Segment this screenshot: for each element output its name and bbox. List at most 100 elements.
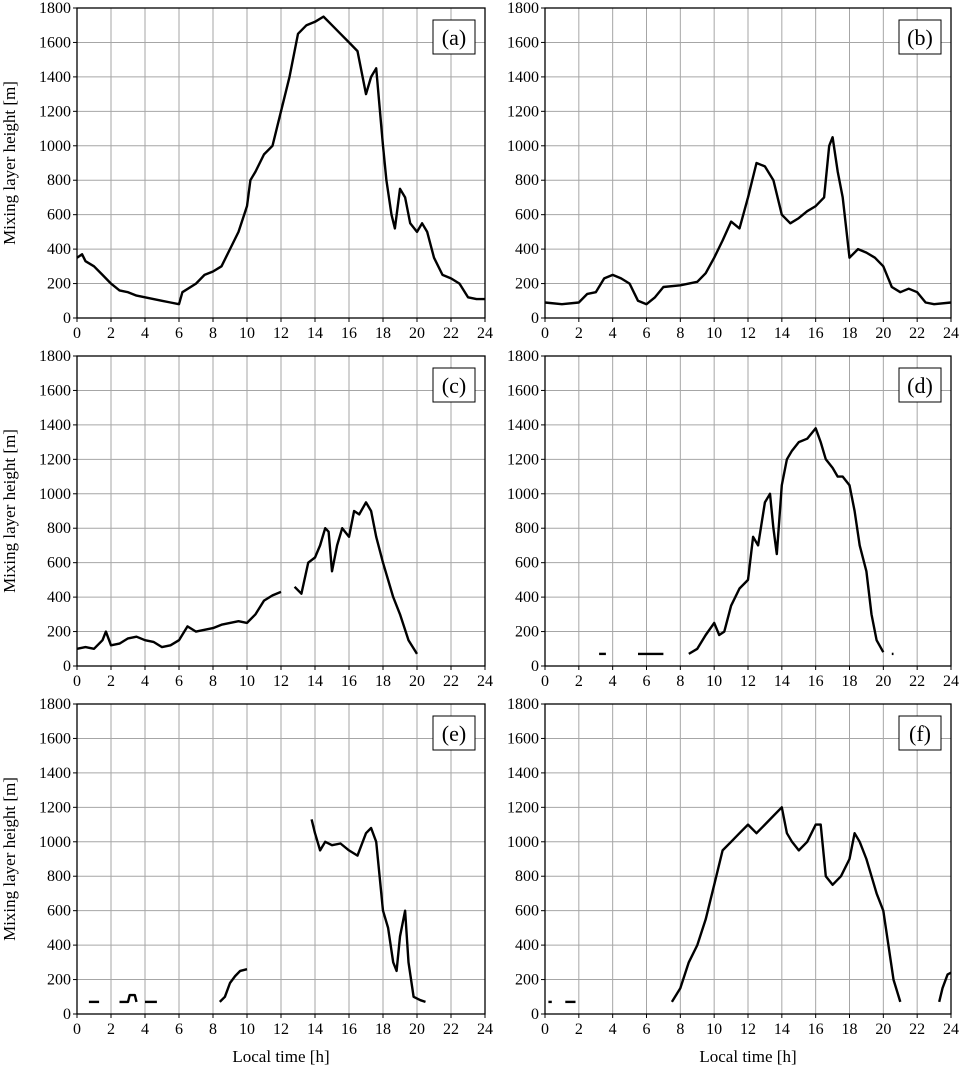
x-tick-label: 12 xyxy=(740,673,756,690)
y-tick-label: 800 xyxy=(47,172,71,189)
series-line-segment xyxy=(293,501,419,655)
y-tick-label: 1600 xyxy=(507,382,539,399)
x-tick-label: 20 xyxy=(875,673,891,690)
y-tick-label: 600 xyxy=(47,903,71,920)
panel-label-box xyxy=(898,19,942,55)
y-tick-label: 1600 xyxy=(39,34,71,51)
x-tick-label: 2 xyxy=(575,1021,583,1038)
x-tick-label: 24 xyxy=(943,673,959,690)
y-tick-label: 600 xyxy=(47,207,71,224)
plot-frame xyxy=(76,7,486,319)
plot-frame xyxy=(544,703,952,1015)
panel-label: (f) xyxy=(909,721,931,746)
panel-label-box xyxy=(432,715,476,751)
x-tick-label: 6 xyxy=(643,325,651,342)
x-tick-label: 14 xyxy=(774,673,790,690)
panel-label-box xyxy=(898,715,942,751)
y-tick-label: 0 xyxy=(531,658,539,675)
panel-1: 0 2 4 6 8 10 12 14 16 18 20 22 240200400600800100012… xyxy=(507,0,959,342)
panel-4: 0 2 4 6 8 10 12 14 16 18 20 22 240200400600800100012… xyxy=(0,696,493,1066)
x-tick-label: 16 xyxy=(341,673,357,690)
x-tick-label: 14 xyxy=(307,1021,323,1038)
y-tick-label: 1000 xyxy=(39,486,71,503)
x-tick-label: 2 xyxy=(107,673,115,690)
x-tick-label: 4 xyxy=(609,325,617,342)
x-tick-label: 2 xyxy=(107,1021,115,1038)
y-tick-label: 1800 xyxy=(39,0,71,17)
y-tick-label: 1800 xyxy=(39,696,71,713)
y-tick-label: 1400 xyxy=(39,69,71,86)
x-tick-label: 24 xyxy=(943,325,959,342)
x-tick-label: 4 xyxy=(141,673,149,690)
y-tick-label: 400 xyxy=(47,937,71,954)
x-tick-label: 4 xyxy=(609,673,617,690)
panel-label: (b) xyxy=(907,25,933,50)
y-tick-label: 400 xyxy=(515,937,539,954)
y-tick-label: 1000 xyxy=(507,138,539,155)
x-tick-label: 4 xyxy=(609,1021,617,1038)
panel-label: (c) xyxy=(442,373,466,398)
series-line-segment xyxy=(119,993,138,1004)
x-tick-label: 0 xyxy=(541,673,549,690)
y-tick-label: 1200 xyxy=(507,451,539,468)
series-line-segment xyxy=(938,971,952,1003)
x-tick-label: 18 xyxy=(842,325,858,342)
x-tick-label: 12 xyxy=(273,325,289,342)
y-tick-label: 800 xyxy=(47,520,71,537)
y-tick-label: 0 xyxy=(63,310,71,327)
y-tick-label: 200 xyxy=(515,972,539,989)
series-line-segment xyxy=(310,819,426,1004)
x-tick-label: 12 xyxy=(273,673,289,690)
panel-label: (d) xyxy=(907,373,933,398)
panel-label-box xyxy=(432,367,476,403)
x-tick-label: 22 xyxy=(443,325,459,342)
y-axis-label: Mixing layer height [m] xyxy=(0,777,19,941)
x-tick-label: 16 xyxy=(808,673,824,690)
series-line-segment xyxy=(670,806,902,1003)
x-tick-label: 24 xyxy=(477,673,493,690)
plot-frame xyxy=(544,7,952,319)
panel-label: (e) xyxy=(442,721,466,746)
x-tick-label: 16 xyxy=(808,1021,824,1038)
x-tick-label: 14 xyxy=(307,325,323,342)
x-tick-label: 0 xyxy=(541,1021,549,1038)
y-tick-label: 400 xyxy=(515,241,539,258)
y-tick-label: 1000 xyxy=(39,138,71,155)
x-tick-label: 8 xyxy=(209,325,217,342)
y-tick-label: 1000 xyxy=(507,834,539,851)
x-tick-label: 4 xyxy=(141,325,149,342)
x-tick-label: 24 xyxy=(477,325,493,342)
y-tick-label: 800 xyxy=(515,868,539,885)
series-line-segment xyxy=(218,968,248,1003)
y-tick-label: 0 xyxy=(63,1006,71,1023)
x-axis-label: Local time [h] xyxy=(699,1047,796,1066)
panel-2: 0 2 4 6 8 10 12 14 16 18 20 22 240200400600800100012… xyxy=(0,348,493,690)
y-tick-label: 1200 xyxy=(39,103,71,120)
x-tick-label: 10 xyxy=(239,1021,255,1038)
y-tick-label: 1200 xyxy=(507,799,539,816)
x-tick-label: 16 xyxy=(341,325,357,342)
y-tick-label: 400 xyxy=(47,589,71,606)
x-tick-label: 24 xyxy=(477,1021,493,1038)
x-tick-label: 16 xyxy=(341,1021,357,1038)
y-tick-label: 600 xyxy=(515,207,539,224)
y-tick-label: 1200 xyxy=(39,451,71,468)
x-tick-label: 10 xyxy=(239,673,255,690)
x-tick-label: 20 xyxy=(409,325,425,342)
x-tick-label: 0 xyxy=(73,1021,81,1038)
x-tick-label: 10 xyxy=(239,325,255,342)
x-tick-label: 6 xyxy=(175,1021,183,1038)
series-line-segment xyxy=(76,15,485,306)
y-tick-label: 1400 xyxy=(507,69,539,86)
plot-frame xyxy=(544,355,952,667)
x-tick-label: 12 xyxy=(740,325,756,342)
y-tick-label: 1400 xyxy=(39,417,71,434)
x-tick-label: 8 xyxy=(209,673,217,690)
y-tick-label: 200 xyxy=(515,624,539,641)
y-tick-label: 400 xyxy=(47,241,71,258)
y-tick-label: 200 xyxy=(47,972,71,989)
y-tick-label: 0 xyxy=(531,1006,539,1023)
y-tick-label: 1600 xyxy=(39,730,71,747)
panel-5: 0 2 4 6 8 10 12 14 16 18 20 22 240200400600800100012… xyxy=(507,696,959,1066)
x-tick-label: 0 xyxy=(73,673,81,690)
